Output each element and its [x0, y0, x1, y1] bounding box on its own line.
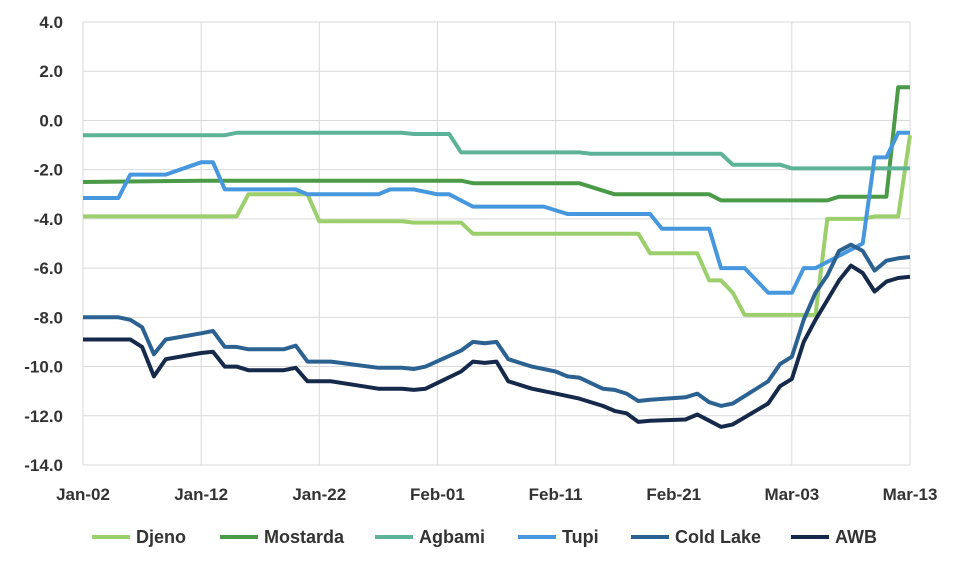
series-line-djeno [83, 134, 912, 317]
series-line-tupi [83, 130, 910, 295]
x-tick-label: Feb-21 [646, 485, 701, 504]
x-tick-label: Jan-02 [56, 485, 110, 504]
legend-label-djeno: Djeno [136, 527, 186, 547]
legend: Djeno Mostarda Agbami Tupi Cold Lake AWB [92, 527, 877, 547]
x-tick-label: Mar-03 [764, 485, 819, 504]
y-tick-label: -10.0 [24, 358, 63, 377]
series-line-awb [83, 263, 911, 429]
x-tick-label: Feb-11 [529, 485, 583, 504]
y-tick-label: -8.0 [34, 308, 63, 327]
grid-lines [82, 21, 911, 466]
legend-label-mostarda: Mostarda [264, 527, 345, 547]
series-line-agbami [83, 130, 910, 171]
y-axis-ticks: -14.0 -12.0 -10.0 -8.0 -6.0 -4.0 -2.0 0.0 2.0 4.0 [24, 13, 63, 475]
y-tick-label: 0.0 [39, 111, 63, 130]
series-line-cold-lake [83, 242, 911, 408]
series-lines [82, 85, 912, 429]
x-tick-label: Jan-22 [292, 485, 346, 504]
x-axis-ticks: Jan-02 Jan-12 Jan-22 Feb-01 Feb-11 Feb-21 Mar-… [56, 485, 937, 504]
y-tick-label: -6.0 [34, 259, 63, 278]
x-tick-label: Feb-01 [410, 485, 465, 504]
y-tick-label: -2.0 [34, 161, 63, 180]
legend-label-tupi: Tupi [562, 527, 599, 547]
series-line-mostarda [82, 85, 910, 203]
y-tick-label: -12.0 [24, 407, 63, 426]
x-tick-label: Jan-12 [174, 485, 228, 504]
legend-label-agbami: Agbami [419, 527, 485, 547]
y-tick-label: -14.0 [24, 456, 63, 475]
x-tick-label: Mar-13 [883, 485, 938, 504]
y-tick-label: -4.0 [34, 210, 63, 229]
legend-label-cold-lake: Cold Lake [675, 527, 761, 547]
y-tick-label: 4.0 [39, 13, 63, 32]
y-tick-label: 2.0 [39, 62, 63, 81]
legend-label-awb: AWB [835, 527, 877, 547]
